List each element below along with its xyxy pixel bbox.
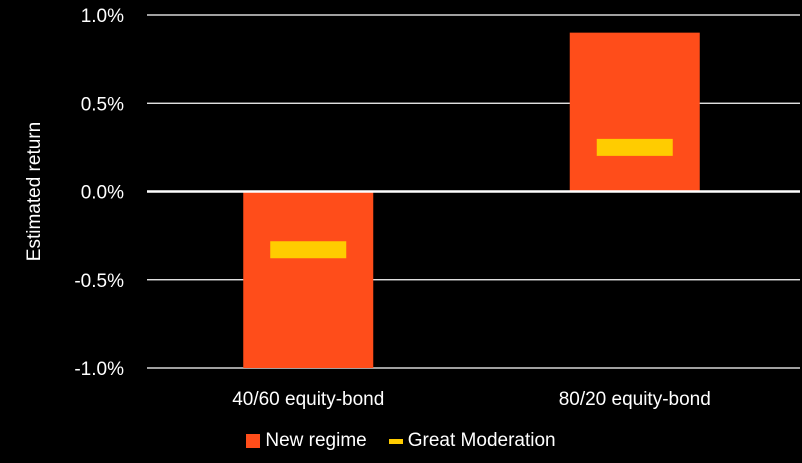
- category-label: 80/20 equity-bond: [559, 389, 711, 410]
- legend-label-great-moderation: Great Moderation: [408, 430, 556, 452]
- legend-item-new-regime: New regime: [246, 430, 366, 452]
- y-axis-label: Estimated return: [24, 122, 45, 261]
- y-tick-labels: 1.0% 0.5% 0.0% -0.5% -1.0%: [74, 6, 124, 380]
- y-tick-label: -0.5%: [74, 271, 124, 292]
- marker-great-moderation: [270, 241, 346, 258]
- y-tick-label: 0.5%: [81, 94, 124, 115]
- bar-new-regime: [243, 192, 373, 369]
- bar-new-regime: [570, 33, 700, 192]
- legend-label-new-regime: New regime: [265, 430, 366, 452]
- legend: New regime Great Moderation: [0, 430, 802, 452]
- y-tick-label: -1.0%: [74, 359, 124, 380]
- y-tick-label: 0.0%: [81, 183, 124, 204]
- legend-swatch-new-regime: [246, 434, 260, 448]
- legend-item-great-moderation: Great Moderation: [389, 430, 556, 452]
- category-labels: 40/60 equity-bond 80/20 equity-bond: [232, 389, 711, 410]
- chart: 1.0% 0.5% 0.0% -0.5% -1.0% 40/60 equity-bond…: [0, 0, 802, 425]
- marker-great-moderation: [597, 139, 673, 156]
- legend-swatch-great-moderation: [389, 439, 403, 444]
- bars: [243, 33, 700, 368]
- category-label: 40/60 equity-bond: [232, 389, 384, 410]
- y-tick-label: 1.0%: [81, 6, 124, 27]
